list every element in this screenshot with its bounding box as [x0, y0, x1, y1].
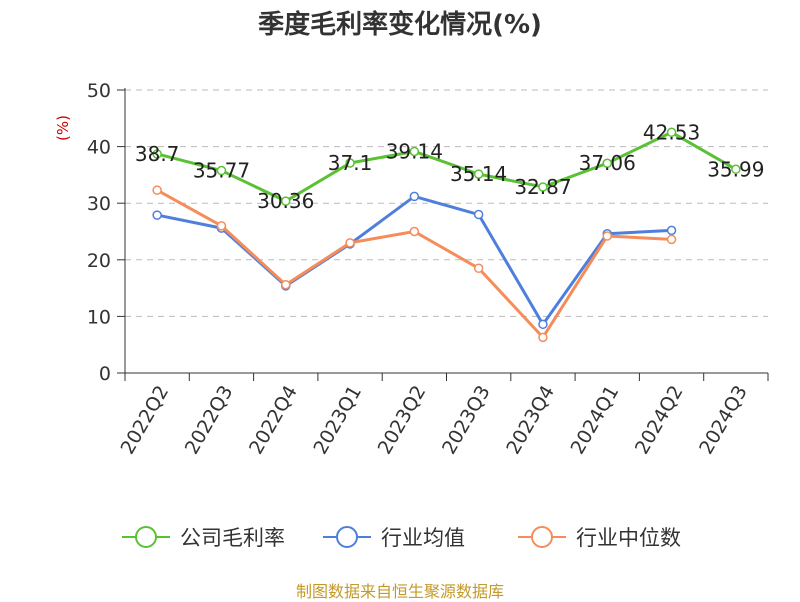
data-point: [602, 231, 612, 241]
data-point: [538, 182, 548, 192]
x-tick-label: 2023Q3: [438, 382, 495, 458]
data-label: 37.06: [579, 151, 636, 175]
legend-label: 行业均值: [381, 526, 465, 550]
legend-label: 公司毛利率: [180, 526, 285, 550]
data-point: [473, 263, 484, 274]
x-tick-label: 2023Q2: [374, 382, 431, 458]
data-point: [666, 127, 677, 138]
data-label: 35.99: [707, 157, 764, 181]
data-point: [345, 238, 355, 248]
data-point: [216, 221, 227, 231]
data-label: 39.14: [386, 139, 443, 163]
x-tick-label: 2024Q1: [567, 382, 624, 458]
x-tick-label: 2022Q2: [116, 382, 173, 458]
data-point: [538, 332, 548, 343]
series-line-0: [156, 130, 737, 203]
data-point: [152, 210, 162, 220]
data-point: [216, 165, 227, 176]
data-point: [409, 226, 420, 237]
y-tick-label: 0: [99, 363, 111, 385]
data-label: 37.1: [328, 151, 373, 175]
data-label: 35.14: [450, 162, 507, 186]
x-tick-label: 2023Q1: [309, 382, 366, 458]
data-label: 32.87: [514, 175, 571, 199]
y-axis-label: (%): [54, 115, 72, 141]
data-point: [281, 196, 291, 206]
legend-label: 行业中位数: [576, 526, 681, 550]
data-point: [409, 146, 420, 157]
data-point: [152, 149, 162, 159]
legend-marker: [336, 526, 358, 548]
x-tick-label: 2024Q3: [695, 382, 752, 458]
series-line-1: [156, 194, 672, 326]
chart-source: 制图数据来自恒生聚源数据库: [295, 582, 504, 601]
data-point: [473, 209, 484, 220]
data-point: [152, 185, 162, 195]
series-line-2: [156, 188, 672, 339]
data-label: 35.77: [193, 159, 250, 183]
y-tick-label: 20: [87, 250, 111, 272]
data-point: [409, 191, 420, 202]
grid-lines: [125, 89, 768, 317]
chart-title: 季度毛利率变化情况(%): [258, 10, 542, 40]
x-tick-label: 2022Q3: [181, 382, 238, 458]
data-point: [538, 319, 548, 330]
data-point: [602, 158, 612, 168]
data-point: [345, 158, 355, 168]
x-tick-label: 2023Q4: [502, 382, 559, 458]
data-labels: 38.7 35.77 30.36 37.1 39.14 35.14 32.87 37.06 42…: [135, 120, 765, 213]
series-lines: [152, 127, 741, 343]
data-label: 30.36: [257, 189, 314, 213]
data-point: [731, 164, 741, 175]
x-tick-label: 2024Q2: [631, 382, 688, 458]
y-tick-label: 10: [87, 306, 111, 328]
legend-marker: [531, 526, 553, 548]
data-label: 38.7: [135, 142, 180, 166]
data-point: [473, 169, 484, 179]
legend-marker: [135, 526, 157, 548]
data-point: [666, 234, 677, 245]
y-tick-label: 40: [87, 137, 111, 159]
legend: 公司毛利率 行业均值 行业中位数: [122, 526, 681, 550]
data-label: 42.53: [643, 120, 700, 144]
x-tick-label: 2022Q4: [245, 382, 302, 458]
data-point: [281, 279, 291, 290]
y-tick-label: 50: [87, 80, 111, 102]
data-point: [666, 225, 677, 236]
y-tick-label: 30: [87, 193, 111, 215]
